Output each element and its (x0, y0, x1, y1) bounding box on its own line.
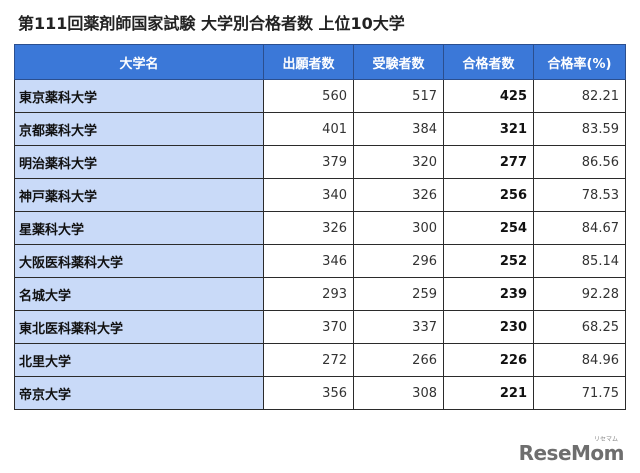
table-row: 北里大学 272 266 226 84.96 (14, 343, 626, 377)
passed-cell: 252 (443, 244, 534, 278)
table-row: 明治薬科大学 379 320 277 86.56 (14, 145, 626, 179)
pass-rate-cell: 71.75 (533, 376, 626, 410)
pass-rate-cell: 84.96 (533, 343, 626, 377)
university-name: 星薬科大学 (14, 211, 264, 245)
passed-cell: 226 (443, 343, 534, 377)
examinees-cell: 337 (353, 310, 444, 344)
university-name: 東北医科薬科大学 (14, 310, 264, 344)
university-name: 神戸薬科大学 (14, 178, 264, 212)
examinees-cell: 266 (353, 343, 444, 377)
pass-rate-cell: 84.67 (533, 211, 626, 245)
header-passed: 合格者数 (443, 44, 534, 80)
table-row: 帝京大学 356 308 221 71.75 (14, 376, 626, 410)
table-row: 大阪医科薬科大学 346 296 252 85.14 (14, 244, 626, 278)
passed-cell: 425 (443, 79, 534, 113)
examinees-cell: 300 (353, 211, 444, 245)
passed-cell: 277 (443, 145, 534, 179)
university-name: 東京薬科大学 (14, 79, 264, 113)
passed-cell: 256 (443, 178, 534, 212)
applicants-cell: 340 (263, 178, 354, 212)
table-row: 東北医科薬科大学 370 337 230 68.25 (14, 310, 626, 344)
examinees-cell: 517 (353, 79, 444, 113)
examinees-cell: 384 (353, 112, 444, 146)
applicants-cell: 560 (263, 79, 354, 113)
applicants-cell: 272 (263, 343, 354, 377)
table-row: 東京薬科大学 560 517 425 82.21 (14, 79, 626, 113)
applicants-cell: 293 (263, 277, 354, 311)
table-header-row: 大学名 出願者数 受験者数 合格者数 合格率(%) (14, 44, 626, 80)
page-title: 第111回薬剤師国家試験 大学別合格者数 上位10大学 (18, 14, 405, 33)
applicants-cell: 379 (263, 145, 354, 179)
pass-rate-cell: 83.59 (533, 112, 626, 146)
applicants-cell: 326 (263, 211, 354, 245)
header-university: 大学名 (14, 44, 264, 80)
header-examinees: 受験者数 (353, 44, 444, 80)
resemom-logo: ReseMom リセマム (518, 436, 625, 465)
pass-rate-cell: 82.21 (533, 79, 626, 113)
university-name: 明治薬科大学 (14, 145, 264, 179)
header-applicants: 出願者数 (263, 44, 354, 80)
passed-cell: 321 (443, 112, 534, 146)
pass-rate-cell: 92.28 (533, 277, 626, 311)
passed-cell: 221 (443, 376, 534, 410)
passed-cell: 239 (443, 277, 534, 311)
university-name: 北里大学 (14, 343, 264, 377)
applicants-cell: 370 (263, 310, 354, 344)
logo-ruby: リセマム (593, 436, 618, 443)
examinees-cell: 308 (353, 376, 444, 410)
table-row: 名城大学 293 259 239 92.28 (14, 277, 626, 311)
pass-rate-cell: 85.14 (533, 244, 626, 278)
results-table: 大学名 出願者数 受験者数 合格者数 合格率(%) 東京薬科大学 560 517… (14, 44, 626, 410)
pass-rate-cell: 68.25 (533, 310, 626, 344)
table-row: 星薬科大学 326 300 254 84.67 (14, 211, 626, 245)
table-row: 京都薬科大学 401 384 321 83.59 (14, 112, 626, 146)
pass-rate-cell: 78.53 (533, 178, 626, 212)
header-pass-rate: 合格率(%) (533, 44, 626, 80)
applicants-cell: 401 (263, 112, 354, 146)
university-name: 帝京大学 (14, 376, 264, 410)
examinees-cell: 326 (353, 178, 444, 212)
examinees-cell: 259 (353, 277, 444, 311)
university-name: 名城大学 (14, 277, 264, 311)
examinees-cell: 296 (353, 244, 444, 278)
passed-cell: 254 (443, 211, 534, 245)
university-name: 京都薬科大学 (14, 112, 264, 146)
table-row: 神戸薬科大学 340 326 256 78.53 (14, 178, 626, 212)
university-name: 大阪医科薬科大学 (14, 244, 264, 278)
passed-cell: 230 (443, 310, 534, 344)
applicants-cell: 356 (263, 376, 354, 410)
logo-text: ReseMom (518, 441, 625, 465)
pass-rate-cell: 86.56 (533, 145, 626, 179)
examinees-cell: 320 (353, 145, 444, 179)
applicants-cell: 346 (263, 244, 354, 278)
